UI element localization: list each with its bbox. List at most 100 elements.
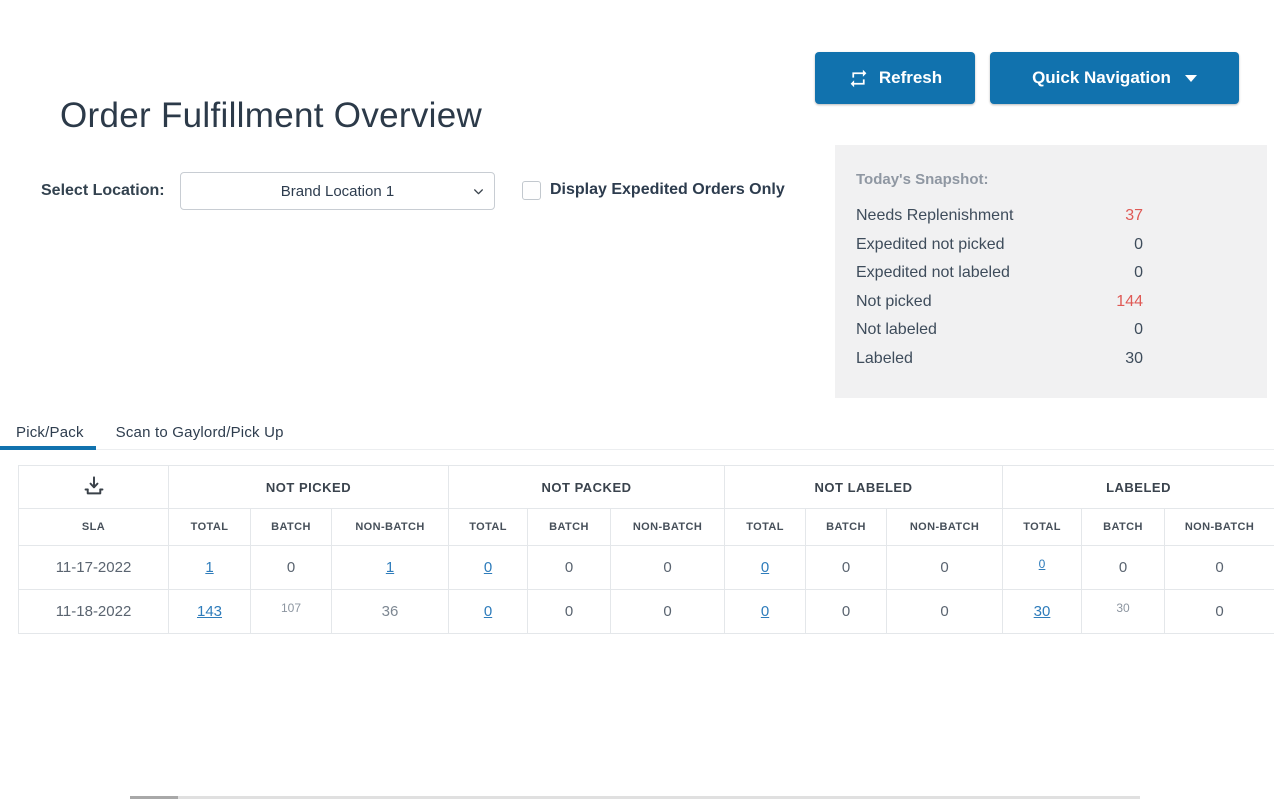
snapshot-label: Not picked	[856, 292, 932, 310]
table-cell: 107	[250, 589, 332, 634]
location-select-value: Brand Location 1	[280, 182, 395, 200]
expedited-orders-checkbox[interactable]	[522, 181, 541, 200]
refresh-icon	[848, 68, 869, 89]
cell-value: 0	[841, 603, 851, 620]
table-cell: 0	[724, 589, 807, 634]
cell-value: 36	[381, 603, 399, 620]
count-link[interactable]: 1	[205, 559, 214, 576]
snapshot-label: Expedited not picked	[856, 235, 1005, 253]
sla-cell: 11-17-2022	[18, 545, 169, 590]
table-cell: 0	[1164, 589, 1274, 634]
cell-value: 0	[841, 559, 851, 576]
table-cell: 0	[724, 545, 807, 590]
table-cell: 1	[330, 545, 450, 590]
table-cell: 0	[610, 589, 726, 634]
table-cell: 0	[448, 589, 529, 634]
snapshot-row-labeled: Labeled 30	[835, 345, 1267, 374]
snapshot-value: 30	[1125, 349, 1143, 367]
table-cell: 143	[168, 589, 251, 634]
refresh-button-label: Refresh	[878, 68, 943, 87]
select-location-label: Select Location:	[41, 182, 165, 199]
bottom-scrub-bar[interactable]	[130, 796, 1140, 799]
sub-header-not-picked-non-batch: NON-BATCH	[330, 508, 450, 546]
count-link[interactable]: 0	[760, 559, 770, 576]
cell-value: 0	[940, 559, 949, 576]
group-header-not-picked: NOT PICKED	[167, 465, 450, 509]
expedited-orders-checkbox-label: Display Expedited Orders Only	[550, 181, 785, 198]
active-tab-underline	[0, 446, 96, 450]
table-cell: 30	[1081, 589, 1166, 634]
refresh-button[interactable]: Refresh	[815, 52, 975, 104]
fulfillment-table: NOT PICKED NOT PACKED NOT LABELED LABELED SL…	[18, 465, 1274, 634]
sub-header-not-labeled-non-batch: NON-BATCH	[886, 508, 1004, 546]
group-header-labeled: LABELED	[1002, 465, 1274, 509]
download-icon	[81, 475, 107, 502]
location-select[interactable]: Brand Location 1	[180, 172, 495, 210]
todays-snapshot-panel: Today's Snapshot: Needs Replenishment 37 E…	[835, 145, 1267, 398]
table-cell: 0	[886, 589, 1004, 634]
group-header-not-packed: NOT PACKED	[448, 465, 726, 509]
group-header-not-labeled: NOT LABELED	[724, 465, 1004, 509]
sub-header-not-packed-batch: BATCH	[527, 508, 612, 546]
cell-value: 0	[564, 603, 574, 620]
snapshot-row-not-picked: Not picked 144	[835, 288, 1267, 317]
tabs: Pick/Pack Scan to Gaylord/Pick Up	[0, 415, 1274, 450]
table-cell: 0	[805, 545, 888, 590]
download-button[interactable]	[18, 465, 169, 509]
snapshot-rows: Needs Replenishment 37 Expedited not picke…	[835, 202, 1267, 373]
snapshot-value: 37	[1125, 207, 1143, 225]
sub-header-not-labeled-batch: BATCH	[805, 508, 888, 546]
sub-header-labeled-batch: BATCH	[1081, 508, 1166, 546]
snapshot-label: Not labeled	[856, 321, 937, 339]
count-link[interactable]: 0	[1038, 557, 1046, 571]
count-link[interactable]: 1	[385, 559, 395, 576]
table-row-11-17-2022: 11-17-2022 1 0 1 0 0 0 0 0 0 0 0 0	[18, 545, 1274, 590]
count-link[interactable]: 143	[196, 603, 223, 620]
table-cell: 0	[250, 545, 332, 590]
table-cell: 0	[805, 589, 888, 634]
table-cell: 0	[527, 589, 612, 634]
cell-value: 30	[1116, 601, 1130, 615]
snapshot-row-expedited-not-picked: Expedited not picked 0	[835, 231, 1267, 260]
cell-value: 0	[1118, 559, 1128, 576]
sub-header-not-picked-batch: BATCH	[250, 508, 332, 546]
table-cell: 0	[1002, 545, 1083, 590]
cell-value: 0	[1215, 603, 1224, 620]
quick-navigation-label: Quick Navigation	[1032, 68, 1171, 87]
cell-value: 0	[1215, 559, 1224, 576]
sla-header: SLA	[18, 508, 169, 546]
chevron-down-icon	[472, 185, 485, 202]
snapshot-label: Expedited not labeled	[856, 264, 1010, 282]
count-link[interactable]: 0	[760, 603, 770, 620]
count-link[interactable]: 0	[483, 603, 493, 620]
cell-value: 0	[564, 559, 574, 576]
table-cell: 0	[527, 545, 612, 590]
cell-value: 0	[286, 559, 296, 576]
tab-scan-to-gaylord-pick-up[interactable]: Scan to Gaylord/Pick Up	[115, 424, 284, 441]
count-link[interactable]: 0	[483, 559, 493, 576]
quick-navigation-button[interactable]: Quick Navigation	[990, 52, 1239, 104]
snapshot-title: Today's Snapshot:	[856, 171, 989, 188]
tab-pick-pack[interactable]: Pick/Pack	[16, 424, 84, 441]
snapshot-value: 144	[1116, 292, 1143, 310]
snapshot-value: 0	[1134, 235, 1143, 253]
table-cell: 30	[1002, 589, 1083, 634]
sub-header-not-labeled-total: TOTAL	[724, 508, 807, 546]
sub-header-not-packed-total: TOTAL	[448, 508, 529, 546]
snapshot-label: Labeled	[856, 349, 913, 367]
table-cell: 0	[1081, 545, 1166, 590]
count-link[interactable]: 30	[1033, 603, 1051, 620]
chevron-down-icon	[1184, 74, 1197, 82]
sub-header-labeled-non-batch: NON-BATCH	[1164, 508, 1274, 546]
snapshot-value: 0	[1134, 321, 1143, 339]
table-cell: 36	[330, 589, 450, 634]
sub-header-not-picked-total: TOTAL	[168, 508, 251, 546]
sla-cell: 11-18-2022	[18, 589, 169, 634]
fulfillment-table-wrap: NOT PICKED NOT PACKED NOT LABELED LABELED SL…	[18, 465, 1274, 634]
scrub-played-segment	[130, 796, 178, 799]
page-title: Order Fulfillment Overview	[60, 96, 483, 135]
cell-value: 0	[940, 603, 949, 620]
table-cell: 0	[1164, 545, 1274, 590]
cell-value: 0	[663, 559, 672, 576]
sub-header-labeled-total: TOTAL	[1002, 508, 1083, 546]
